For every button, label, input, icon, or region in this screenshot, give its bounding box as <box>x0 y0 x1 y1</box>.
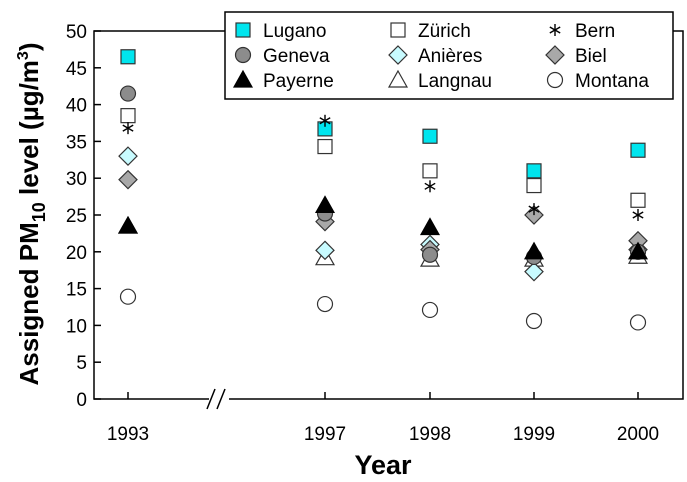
data-points <box>117 49 649 331</box>
data-point-payerne <box>419 217 441 236</box>
legend-label: Anières <box>418 46 482 67</box>
data-point-biel <box>118 169 138 190</box>
data-point-bern <box>424 180 436 193</box>
legend-label: Lugano <box>263 21 326 42</box>
y-tick-label: 0 <box>76 390 87 411</box>
legend-marker-bern <box>549 24 561 36</box>
data-point-zürich <box>120 108 136 124</box>
legend-marker-montana <box>546 71 564 89</box>
x-axis-title: Year <box>354 450 412 480</box>
axes: 0 5 10 15 20 25 30 35 40 45 50 1993 1997 1998 1999 2000… <box>14 22 659 480</box>
legend-label: Biel <box>575 46 607 67</box>
legend-marker-biel <box>545 45 565 65</box>
x-tick-label: 1997 <box>304 424 346 445</box>
data-point-anières <box>118 146 138 166</box>
data-point-bern <box>528 203 540 216</box>
x-tick-label: 1993 <box>107 424 149 445</box>
data-point-geneva <box>119 85 137 102</box>
data-point-payerne <box>523 241 545 260</box>
data-point-montana <box>421 301 439 319</box>
y-tick-label: 30 <box>66 169 87 190</box>
data-point-zürich <box>526 177 542 194</box>
data-point-zürich <box>422 163 438 179</box>
legend-label: Langnau <box>418 71 492 92</box>
y-tick-label: 45 <box>66 59 87 80</box>
x-tick-label: 1998 <box>409 424 451 445</box>
legend-marker-payerne <box>232 69 254 88</box>
legend-label: Zürich <box>418 21 471 42</box>
data-point-montana <box>316 295 334 313</box>
y-tick-label: 10 <box>66 316 87 337</box>
data-point-montana <box>525 312 543 330</box>
data-point-anières <box>315 240 335 261</box>
y-axis-title: Assigned PM10 level (µg/m3) <box>14 43 49 386</box>
y-tick-label: 25 <box>66 206 87 227</box>
data-point-anières <box>524 261 544 282</box>
y-tick-label: 40 <box>66 96 87 117</box>
data-point-zürich <box>630 192 646 208</box>
x-tick-label: 2000 <box>617 424 659 445</box>
y-tick-label: 50 <box>66 22 87 43</box>
legend-label: Bern <box>575 21 615 42</box>
data-point-payerne <box>117 215 139 234</box>
legend-marker-lugano <box>235 22 251 38</box>
legend-marker-geneva <box>234 46 252 64</box>
data-point-lugano <box>422 128 438 144</box>
legend-marker-anières <box>388 45 408 65</box>
legend: Lugano Zürich Bern Geneva Anières Biel Payerne… <box>224 11 674 100</box>
data-point-bern <box>632 209 644 221</box>
data-point-geneva <box>421 246 439 263</box>
legend-label: Montana <box>575 71 649 92</box>
legend-label: Geneva <box>263 46 330 67</box>
data-point-payerne <box>314 195 336 214</box>
y-tick-label: 35 <box>66 132 87 153</box>
data-point-montana <box>629 314 647 331</box>
y-tick-label: 15 <box>66 280 87 301</box>
legend-marker-langnau <box>387 69 409 88</box>
data-point-lugano <box>630 142 646 158</box>
x-tick-label: 1999 <box>513 424 555 445</box>
data-point-lugano <box>120 49 136 65</box>
legend-marker-zürich <box>390 22 406 38</box>
axis-break-marker <box>206 385 229 413</box>
y-tick-label: 5 <box>76 353 87 374</box>
data-point-payerne <box>627 241 649 260</box>
legend-label: Payerne <box>263 71 334 92</box>
data-point-montana <box>119 288 137 305</box>
data-point-zürich <box>317 138 333 155</box>
data-point-bern <box>319 114 331 127</box>
data-point-lugano <box>526 163 542 179</box>
legend-box <box>224 11 674 100</box>
y-tick-label: 20 <box>66 243 87 264</box>
data-point-bern <box>122 122 134 135</box>
